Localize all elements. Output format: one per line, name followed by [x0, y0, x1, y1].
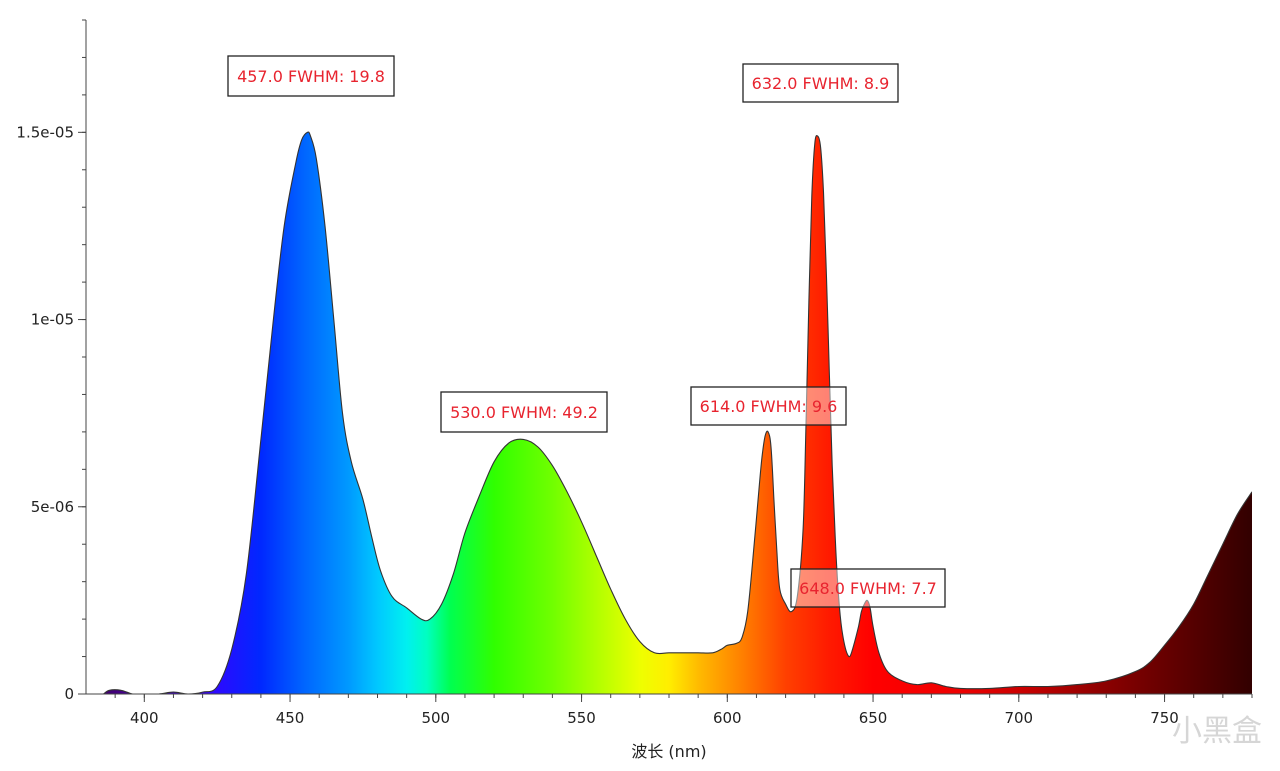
peak-annotations: 457.0 FWHM: 19.8 530.0 FWHM: 49.2 614.0 FW…: [227, 55, 946, 608]
x-tick-label: 550: [567, 709, 596, 727]
peak-annotation-box: [690, 386, 847, 426]
peak-annotation-text: 530.0 FWHM: 49.2: [450, 403, 598, 422]
y-tick-label: 0: [64, 685, 74, 703]
peak-annotation: 614.0 FWHM: 9.6: [690, 386, 847, 426]
peak-annotation-box: [440, 391, 608, 433]
watermark-logo-text: 小黑盒: [1172, 714, 1262, 749]
y-tick-label: 1.5e-05: [16, 123, 74, 141]
x-tick-label: 450: [276, 709, 305, 727]
spectrum-area-layer: [103, 131, 1252, 694]
x-axis-label: 波长 (nm): [631, 742, 706, 761]
spectrum-line-0: [103, 131, 1252, 694]
x-tick-label: 500: [421, 709, 450, 727]
x-tick-label: 400: [130, 709, 159, 727]
axes: 400 450 500 550 600 650 700 750 0 5e-06 1e-05 1.5e-…: [16, 19, 1253, 727]
peak-annotation: 530.0 FWHM: 49.2: [440, 391, 608, 433]
peak-annotation: 457.0 FWHM: 19.8: [227, 55, 395, 97]
peak-annotation-text: 457.0 FWHM: 19.8: [237, 67, 385, 86]
peak-annotation-box: [227, 55, 395, 97]
peak-annotation-text: 632.0 FWHM: 8.9: [752, 74, 890, 93]
y-tick-label: 5e-06: [31, 498, 74, 516]
x-tick-label: 700: [1004, 709, 1033, 727]
peak-annotation: 648.0 FWHM: 7.7: [790, 568, 946, 608]
x-tick-label: 750: [1150, 709, 1179, 727]
peak-annotation-box: [742, 63, 899, 103]
peak-annotation-text: 614.0 FWHM: 9.6: [700, 397, 838, 416]
x-tick-label: 600: [713, 709, 742, 727]
x-tick-label: 650: [859, 709, 888, 727]
spectrum-area-fill-0: [103, 132, 1252, 694]
peak-annotation-box: [790, 568, 946, 608]
y-tick-label: 1e-05: [31, 311, 74, 329]
peak-annotation-text: 648.0 FWHM: 7.7: [799, 579, 937, 598]
peak-annotation: 632.0 FWHM: 8.9: [742, 63, 899, 103]
